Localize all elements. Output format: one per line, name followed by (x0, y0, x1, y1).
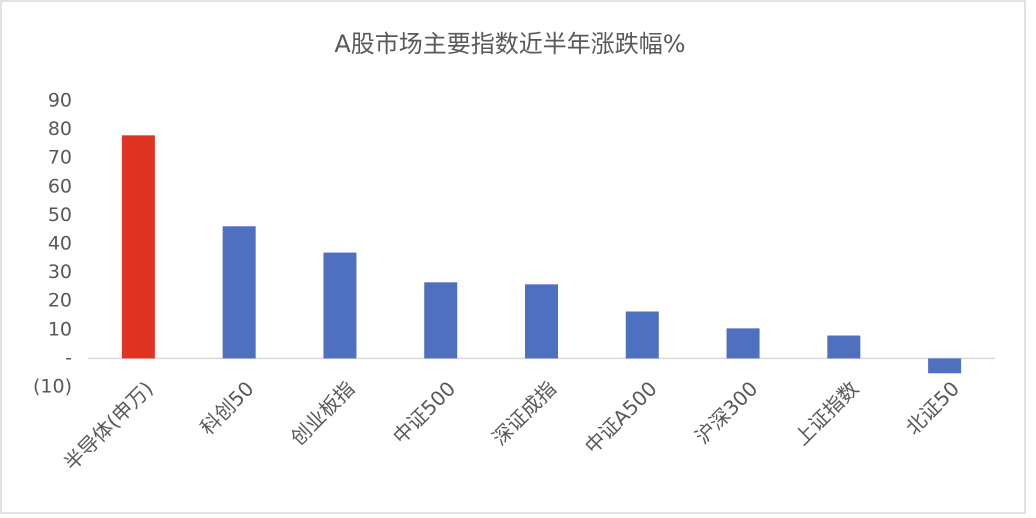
chart-title: A股市场主要指数近半年涨跌幅% (334, 30, 685, 58)
bar (928, 358, 962, 374)
y-tick-label: - (65, 347, 72, 369)
bar (121, 135, 155, 359)
bar (424, 282, 458, 359)
y-tick-label: 40 (48, 233, 72, 255)
y-tick-label: 50 (48, 204, 72, 226)
y-tick-label: 80 (48, 118, 72, 140)
bar (625, 311, 659, 359)
bar (323, 252, 357, 359)
y-tick-label: 20 (48, 290, 72, 312)
y-tick-label: 30 (48, 261, 72, 283)
y-tick-label: 70 (48, 147, 72, 169)
bar (726, 328, 760, 359)
bar (525, 284, 558, 359)
bar (827, 335, 861, 359)
y-tick-label: 60 (48, 175, 72, 197)
y-tick-label: (10) (33, 376, 72, 398)
bar (222, 226, 256, 359)
y-tick-label: 10 (48, 318, 72, 340)
y-tick-label: 90 (48, 90, 72, 112)
